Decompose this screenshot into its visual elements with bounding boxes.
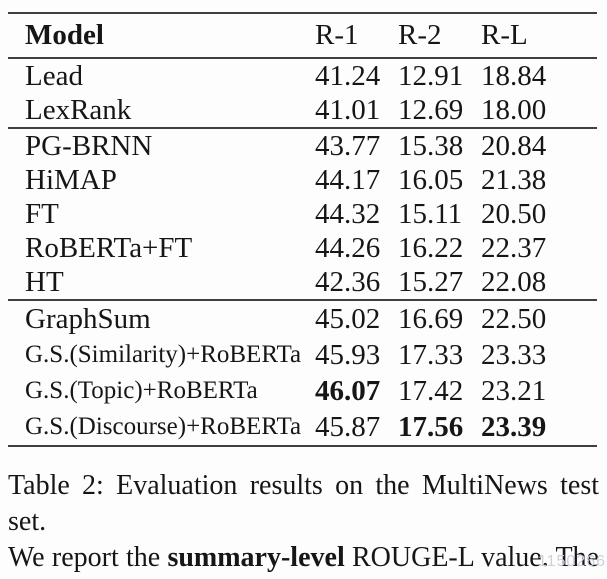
r2-cell: 16.05 — [398, 164, 464, 196]
table-row: GraphSum 45.02 16.69 22.50 — [8, 301, 597, 337]
col-header-rl: R-L — [481, 19, 528, 51]
rl-cell: 23.21 — [481, 375, 547, 407]
model-cell: PG-BRNN — [25, 130, 153, 162]
table-row: RoBERTa+FT 44.26 16.22 22.37 — [8, 231, 597, 265]
table-caption: Table 2: Evaluation results on the Multi… — [8, 468, 599, 579]
rl-cell: 22.08 — [481, 266, 547, 298]
header-row: Model R-1 R-2 R-L — [8, 14, 597, 57]
model-cell: RoBERTa+FT — [25, 232, 193, 264]
table-header: Model R-1 R-2 R-L — [8, 14, 597, 59]
results-table: Model R-1 R-2 R-L Lead 41.24 12.91 18.84… — [8, 12, 597, 447]
r1-cell: 43.77 — [315, 130, 381, 162]
caption-line-1: Table 2: Evaluation results on the Multi… — [8, 470, 599, 537]
r2-cell: 12.91 — [398, 60, 464, 92]
col-header-r2: R-2 — [398, 19, 442, 51]
col-header-r1: R-1 — [315, 19, 359, 51]
caption-line-2: We report the summary-level ROUGE-L valu… — [8, 540, 599, 576]
model-cell: G.S.(Topic)+RoBERTa — [25, 377, 258, 404]
watermark-text: 1150266 — [537, 553, 606, 570]
r2-cell: 15.11 — [398, 198, 463, 230]
r1-cell-best: 46.07 — [315, 375, 381, 407]
r2-cell: 17.33 — [398, 339, 464, 371]
table-group-neural-baselines: PG-BRNN 43.77 15.38 20.84 HiMAP 44.17 16… — [8, 129, 597, 301]
r1-cell: 45.02 — [315, 303, 381, 335]
table-row: G.S.(Topic)+RoBERTa 46.07 17.42 23.21 — [8, 373, 597, 409]
rl-cell: 21.38 — [481, 164, 547, 196]
r2-cell-best: 17.56 — [398, 411, 464, 443]
table-row: PG-BRNN 43.77 15.38 20.84 — [8, 129, 597, 163]
model-cell: HT — [25, 266, 64, 298]
r1-cell: 41.01 — [315, 94, 381, 126]
model-cell: FT — [25, 198, 59, 230]
r2-cell: 15.38 — [398, 130, 464, 162]
rl-cell: 20.50 — [481, 198, 547, 230]
r2-cell: 17.42 — [398, 375, 464, 407]
table-row: HiMAP 44.17 16.05 21.38 — [8, 163, 597, 197]
table-row: HT 42.36 15.27 22.08 — [8, 265, 597, 299]
caption-bold-summary-level: summary-level — [167, 542, 345, 573]
rl-cell: 20.84 — [481, 130, 547, 162]
model-cell: HiMAP — [25, 164, 117, 196]
table-group-graphsum-variants: GraphSum 45.02 16.69 22.50 G.S.(Similari… — [8, 301, 597, 447]
r1-cell: 42.36 — [315, 266, 381, 298]
r1-cell: 44.17 — [315, 164, 381, 196]
rl-cell: 23.33 — [481, 339, 547, 371]
rl-cell: 18.84 — [481, 60, 547, 92]
r2-cell: 16.22 — [398, 232, 464, 264]
table-row: G.S.(Similarity)+RoBERTa 45.93 17.33 23.… — [8, 337, 597, 373]
r1-cell: 44.32 — [315, 198, 381, 230]
r1-cell: 45.93 — [315, 339, 381, 371]
rl-cell: 22.37 — [481, 232, 547, 264]
r1-cell: 45.87 — [315, 411, 381, 443]
r2-cell: 16.69 — [398, 303, 464, 335]
table-row: FT 44.32 15.11 20.50 — [8, 197, 597, 231]
table-row: LexRank 41.01 12.69 18.00 — [8, 93, 597, 127]
caption-line-2-pre: We report the — [8, 542, 168, 573]
model-cell: LexRank — [25, 94, 132, 126]
r2-cell: 15.27 — [398, 266, 464, 298]
model-cell: G.S.(Discourse)+RoBERTa — [25, 413, 302, 440]
r1-cell: 41.24 — [315, 60, 381, 92]
table-row: G.S.(Discourse)+RoBERTa 45.87 17.56 23.3… — [8, 409, 597, 445]
r1-cell: 44.26 — [315, 232, 381, 264]
rl-cell: 22.50 — [481, 303, 547, 335]
caption-line-2-post: ROUGE-L value. The — [344, 542, 599, 573]
rl-cell-best: 23.39 — [481, 411, 547, 443]
r2-cell: 12.69 — [398, 94, 464, 126]
col-header-model: Model — [25, 19, 104, 51]
table-row: Lead 41.24 12.91 18.84 — [8, 59, 597, 93]
table-group-lead-baselines: Lead 41.24 12.91 18.84 LexRank 41.01 12.… — [8, 59, 597, 129]
rl-cell: 18.00 — [481, 94, 547, 126]
model-cell: G.S.(Similarity)+RoBERTa — [25, 341, 302, 368]
model-cell: GraphSum — [25, 303, 151, 335]
model-cell: Lead — [25, 60, 83, 92]
